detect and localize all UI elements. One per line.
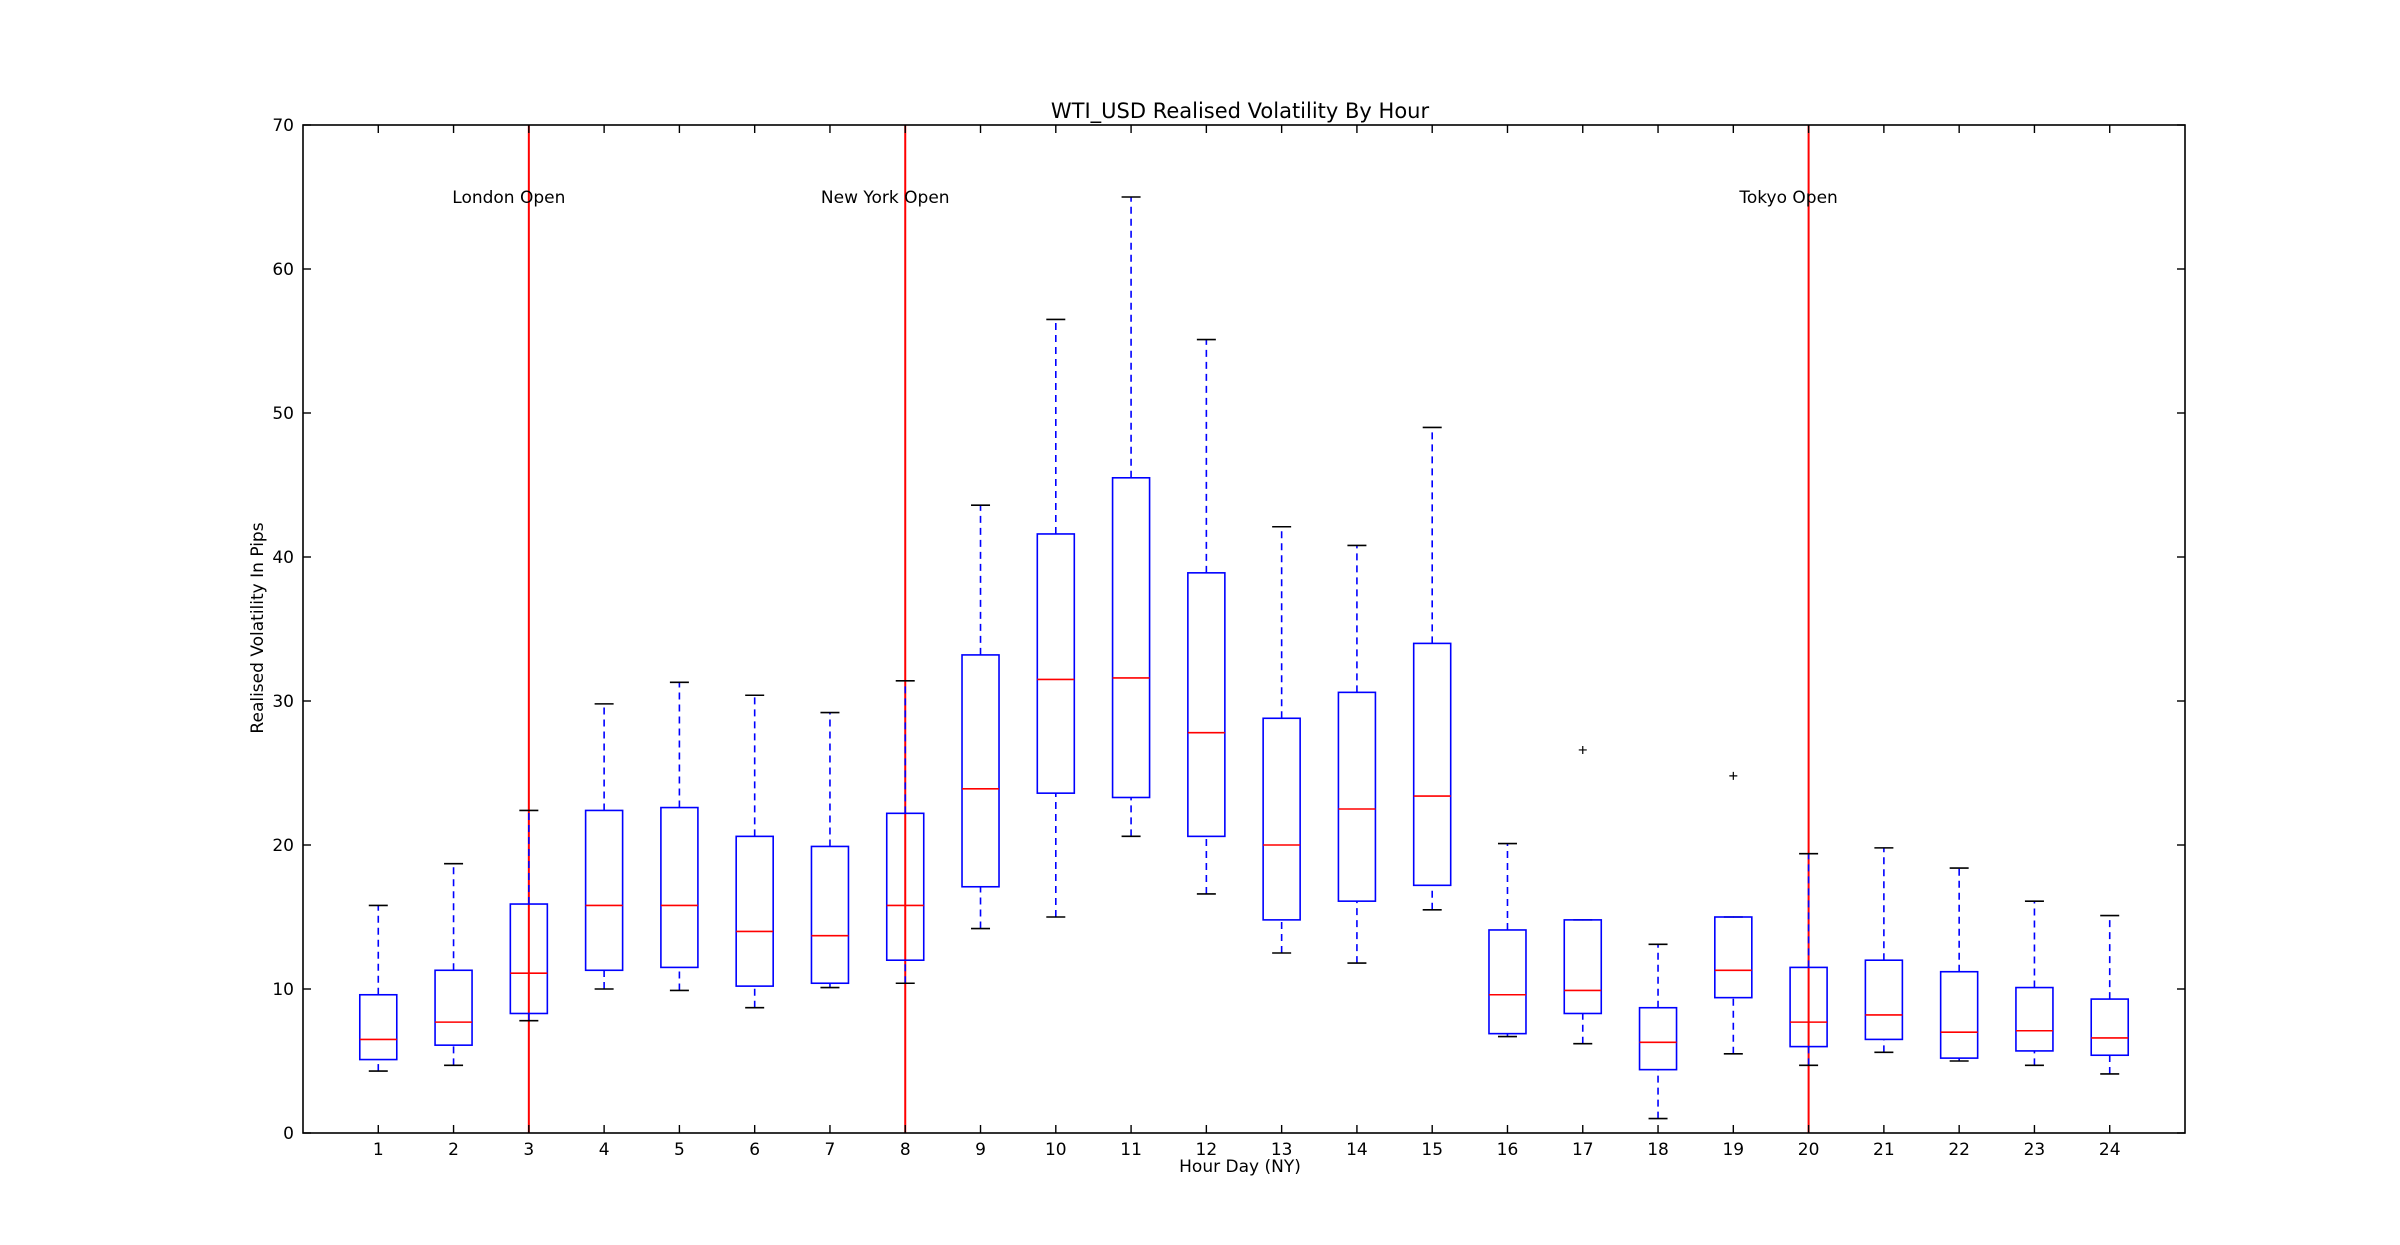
session-open-label: London Open [452, 188, 565, 208]
x-tick-label: 15 [1421, 1140, 1443, 1160]
y-tick-label: 10 [272, 980, 294, 1000]
x-tick-label: 14 [1346, 1140, 1368, 1160]
x-tick-label: 23 [2024, 1140, 2046, 1160]
box-iqr [660, 806, 699, 969]
box-iqr [1412, 642, 1452, 887]
x-tick-label: 2 [448, 1140, 459, 1160]
x-tick-label: 5 [674, 1140, 685, 1160]
box-iqr [2090, 998, 2130, 1057]
y-tick-label: 20 [272, 836, 294, 856]
box-iqr [1939, 970, 1979, 1059]
box-iqr [735, 835, 774, 987]
x-tick-label: 10 [1045, 1140, 1067, 1160]
box-iqr [1563, 919, 1603, 1015]
x-tick-label: 16 [1497, 1140, 1519, 1160]
y-tick-label: 0 [283, 1124, 294, 1144]
box-iqr [1262, 717, 1301, 921]
chart-title: WTI_USD Realised Volatility By Hour [1051, 99, 1430, 124]
y-tick-label: 40 [272, 548, 294, 568]
x-tick-label: 19 [1722, 1140, 1744, 1160]
session-open-label: New York Open [821, 188, 950, 208]
y-tick-label: 50 [272, 404, 294, 424]
box-iqr [358, 993, 398, 1061]
x-tick-label: 4 [599, 1140, 610, 1160]
box-iqr [434, 969, 473, 1046]
box-iqr [1714, 916, 1753, 999]
box-iqr [1036, 533, 1076, 794]
box-iqr [1337, 691, 1377, 902]
x-tick-label: 13 [1271, 1140, 1293, 1160]
y-tick-label: 30 [272, 692, 294, 712]
box-iqr [1864, 959, 1904, 1041]
x-tick-label: 17 [1572, 1140, 1594, 1160]
x-tick-label: 9 [975, 1140, 986, 1160]
y-tick-label: 70 [272, 116, 294, 136]
box-iqr [961, 654, 1000, 888]
plot-frame [302, 124, 2186, 1134]
box-iqr [1789, 966, 1828, 1048]
x-tick-label: 1 [373, 1140, 384, 1160]
box-iqr [1638, 1006, 1678, 1071]
session-open-label: Tokyo Open [1738, 188, 1837, 208]
y-tick-label: 60 [272, 260, 294, 280]
x-tick-label: 3 [523, 1140, 534, 1160]
box-iqr [1488, 929, 1527, 1035]
x-tick-label: 12 [1196, 1140, 1218, 1160]
x-tick-label: 18 [1647, 1140, 1669, 1160]
outlier-point [1729, 771, 1738, 780]
y-axis-label: Realised Volatility In Pips [248, 522, 268, 733]
x-tick-label: 24 [2099, 1140, 2121, 1160]
x-tick-label: 22 [1948, 1140, 1970, 1160]
x-tick-label: 11 [1120, 1140, 1142, 1160]
outlier-point [1578, 745, 1587, 754]
x-tick-label: 7 [825, 1140, 836, 1160]
box-iqr [2015, 986, 2054, 1052]
box-iqr [584, 809, 624, 972]
box-iqr [1187, 572, 1226, 838]
x-tick-label: 20 [1798, 1140, 1820, 1160]
x-tick-label: 21 [1873, 1140, 1895, 1160]
box-iqr [810, 845, 850, 985]
box-iqr [885, 812, 925, 962]
box-iqr [509, 903, 549, 1015]
x-tick-label: 6 [749, 1140, 760, 1160]
box-iqr [1111, 476, 1151, 799]
x-axis-label: Hour Day (NY) [1179, 1157, 1301, 1177]
x-tick-label: 8 [900, 1140, 911, 1160]
